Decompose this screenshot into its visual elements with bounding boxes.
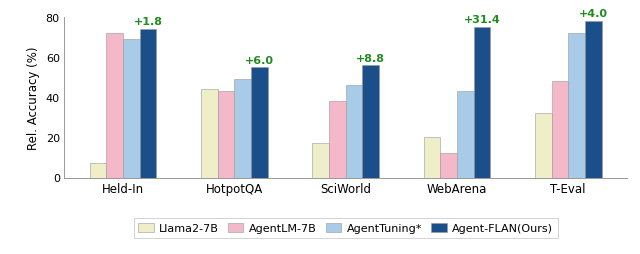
Bar [474, 28, 490, 178]
Bar [329, 102, 346, 178]
Bar [251, 68, 268, 178]
Bar [552, 82, 568, 178]
Bar [424, 138, 440, 178]
Bar [535, 114, 552, 178]
Bar [346, 86, 362, 178]
Text: +8.8: +8.8 [356, 53, 385, 64]
Bar [140, 30, 156, 178]
Bar [457, 92, 474, 178]
Bar [106, 34, 123, 178]
Bar [440, 154, 457, 178]
Text: +1.8: +1.8 [134, 18, 163, 27]
Text: +6.0: +6.0 [245, 55, 274, 65]
Text: +31.4: +31.4 [463, 15, 500, 25]
Legend: Llama2-7B, AgentLM-7B, AgentTuning*, Agent-FLAN(Ours): Llama2-7B, AgentLM-7B, AgentTuning*, Age… [134, 218, 557, 238]
Bar [585, 22, 602, 178]
Bar [90, 164, 106, 178]
Bar [218, 92, 234, 178]
Bar [362, 66, 379, 178]
Bar [312, 144, 329, 178]
Bar [123, 40, 140, 178]
Bar [568, 34, 585, 178]
Bar [201, 90, 218, 178]
Text: +4.0: +4.0 [579, 9, 608, 19]
Y-axis label: Rel. Accuracy (%): Rel. Accuracy (%) [27, 46, 40, 149]
Bar [234, 80, 251, 178]
